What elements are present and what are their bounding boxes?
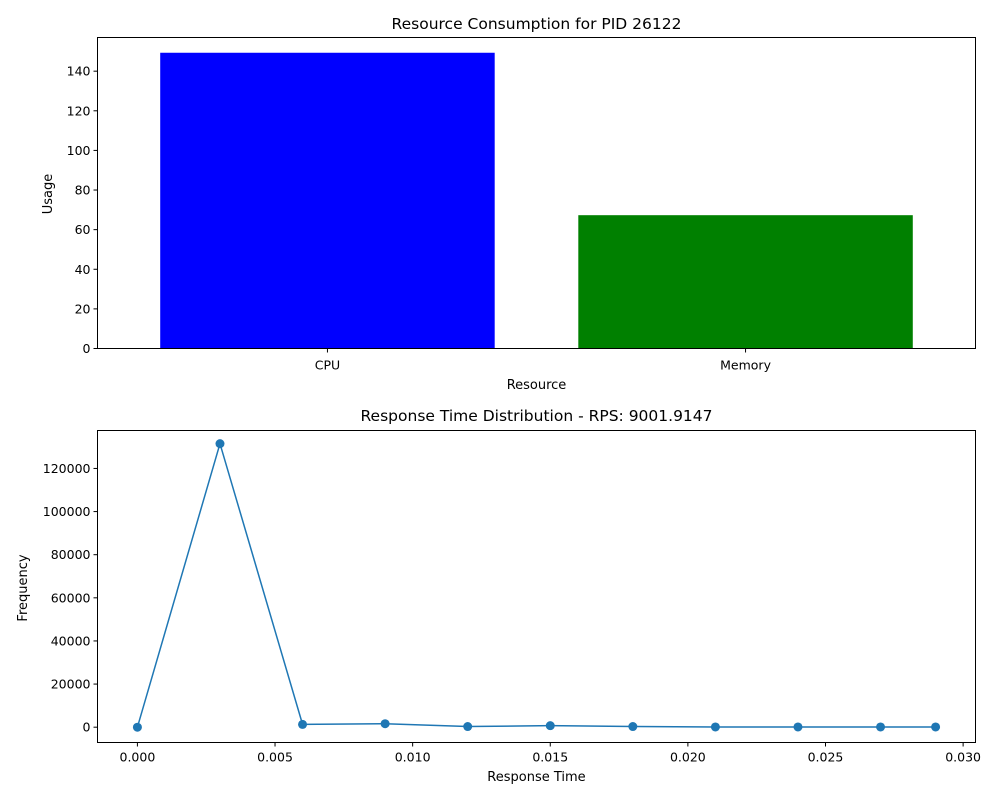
- response-time-point: [710, 722, 720, 732]
- bar-x-axis-label: Resource: [507, 378, 567, 393]
- bar-y-tick-label: 0: [83, 341, 91, 356]
- response-time-point: [380, 719, 390, 729]
- bar-marks: [160, 52, 913, 349]
- line-x-tick-label: 0.010: [395, 750, 431, 765]
- line-y-tick-label: 100000: [43, 504, 91, 519]
- response-time-point: [628, 722, 638, 732]
- bar-cpu: [160, 52, 495, 349]
- line-y-tick-label: 20000: [51, 677, 91, 692]
- line-y-tick-label: 80000: [51, 547, 91, 562]
- response-time-point: [215, 439, 225, 449]
- line-x-tick-label: 0.025: [808, 750, 844, 765]
- response-time-point: [132, 722, 142, 732]
- bar-y-axis-label: Usage: [41, 174, 56, 215]
- bar-x-tick-label: CPU: [315, 358, 340, 373]
- bar-memory: [578, 215, 913, 349]
- bar-y-tick-label: 100: [67, 143, 91, 158]
- line-x-tick-label: 0.020: [670, 750, 706, 765]
- line-y-tick-label: 0: [83, 720, 91, 735]
- bar-chart-title: Resource Consumption for PID 26122: [392, 15, 682, 33]
- response-time-point: [793, 722, 803, 732]
- line-y-axis: 0 20000 40000 60000 80000 100000 120000: [43, 461, 98, 735]
- response-time-point: [298, 719, 308, 729]
- response-time-point: [876, 722, 886, 732]
- line-y-tick-label: 60000: [51, 590, 91, 605]
- line-marks: [132, 439, 941, 732]
- line-y-tick-label: 120000: [43, 461, 91, 476]
- response-time-line: [136, 442, 936, 728]
- bar-y-tick-label: 20: [75, 301, 91, 316]
- line-chart-title: Response Time Distribution - RPS: 9001.9…: [360, 407, 712, 425]
- response-time-point: [463, 722, 473, 732]
- line-y-axis-label: Frequency: [16, 554, 31, 621]
- line-plot-frame: [97, 430, 976, 743]
- line-x-axis-label: Response Time: [487, 770, 585, 785]
- bar-x-axis: CPU Memory: [315, 348, 772, 373]
- line-x-tick-label: 0.015: [532, 750, 568, 765]
- line-x-tick-label: 0.030: [945, 750, 981, 765]
- bar-x-tick-label: Memory: [720, 358, 771, 373]
- bar-y-tick-label: 80: [75, 183, 91, 198]
- line-x-tick-label: 0.005: [257, 750, 293, 765]
- bar-y-tick-label: 120: [67, 103, 91, 118]
- bar-y-tick-label: 40: [75, 262, 91, 277]
- response-time-point: [545, 721, 555, 731]
- bar-plot-frame: [97, 37, 976, 349]
- response-time-point: [931, 722, 941, 732]
- bar-y-axis: 0 20 40 60 80 100 120 140: [67, 64, 98, 356]
- bar-y-tick-label: 60: [75, 222, 91, 237]
- line-chart: Response Time Distribution - RPS: 9001.9…: [16, 407, 981, 785]
- line-y-tick-label: 40000: [51, 633, 91, 648]
- line-x-tick-label: 0.000: [120, 750, 156, 765]
- line-x-axis: 0.000 0.005 0.010 0.015 0.020 0.025 0.030: [120, 742, 981, 765]
- bar-chart: Resource Consumption for PID 26122 0 20 40…: [41, 15, 976, 393]
- bar-y-tick-label: 140: [67, 64, 91, 79]
